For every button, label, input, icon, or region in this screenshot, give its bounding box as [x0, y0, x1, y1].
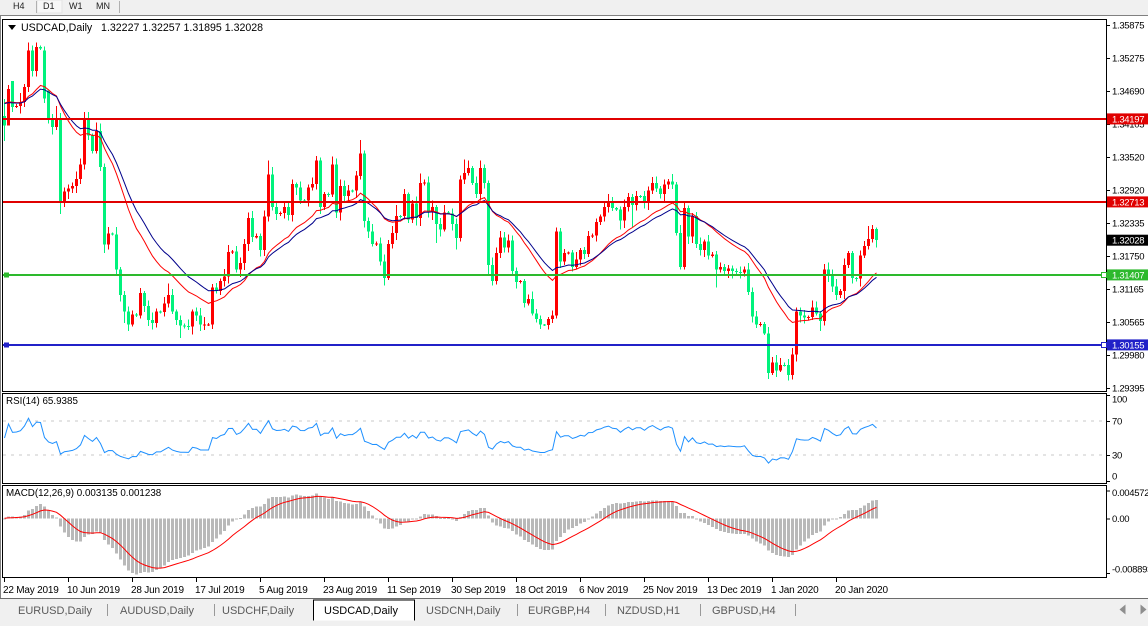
svg-text:MN: MN [96, 1, 110, 11]
svg-text:100: 100 [1112, 395, 1127, 406]
svg-text:W1: W1 [69, 1, 83, 11]
svg-text:28 Jun 2019: 28 Jun 2019 [131, 585, 184, 596]
svg-text:20 Jan 2020: 20 Jan 2020 [835, 585, 888, 596]
svg-text:1.29980: 1.29980 [1112, 351, 1144, 362]
svg-text:23 Aug 2019: 23 Aug 2019 [323, 585, 378, 596]
svg-text:EURGBP,H4: EURGBP,H4 [528, 605, 590, 617]
svg-text:30: 30 [1112, 451, 1122, 462]
svg-text:1.30565: 1.30565 [1112, 318, 1144, 329]
svg-text:17 Jul 2019: 17 Jul 2019 [195, 585, 245, 596]
svg-text:USDCNH,Daily: USDCNH,Daily [426, 605, 501, 617]
svg-text:1.32335: 1.32335 [1112, 219, 1144, 230]
svg-text:1.33520: 1.33520 [1112, 153, 1144, 164]
svg-text:1.35875: 1.35875 [1112, 21, 1144, 32]
svg-text:1.32713: 1.32713 [1112, 197, 1144, 208]
svg-text:GBPUSD,H4: GBPUSD,H4 [712, 605, 776, 617]
svg-text:1.34105: 1.34105 [1112, 120, 1144, 131]
svg-text:0: 0 [1112, 472, 1117, 483]
svg-text:1.32920: 1.32920 [1112, 186, 1144, 197]
svg-text:1.34690: 1.34690 [1112, 87, 1144, 98]
svg-text:22 May 2019: 22 May 2019 [3, 585, 59, 596]
svg-text:AUDUSD,Daily: AUDUSD,Daily [120, 605, 194, 617]
svg-text:0.00: 0.00 [1112, 514, 1129, 525]
svg-text:NZDUSD,H1: NZDUSD,H1 [617, 605, 680, 617]
svg-text:30 Sep 2019: 30 Sep 2019 [451, 585, 506, 596]
svg-text:1 Jan 2020: 1 Jan 2020 [771, 585, 819, 596]
svg-text:1.35275: 1.35275 [1112, 54, 1144, 65]
svg-text:USDCAD,Daily: USDCAD,Daily [324, 605, 398, 617]
svg-text:25 Nov 2019: 25 Nov 2019 [643, 585, 698, 596]
svg-text:-0.008893: -0.008893 [1112, 564, 1148, 575]
svg-text:10 Jun 2019: 10 Jun 2019 [67, 585, 120, 596]
svg-text:70: 70 [1112, 416, 1122, 427]
svg-text:1.34197: 1.34197 [1112, 114, 1144, 125]
svg-text:1.30155: 1.30155 [1112, 340, 1144, 351]
svg-text:13 Dec 2019: 13 Dec 2019 [707, 585, 762, 596]
svg-text:5 Aug 2019: 5 Aug 2019 [259, 585, 308, 596]
svg-text:USDCAD,Daily 1.32227 1.32257: USDCAD,Daily 1.32227 1.32257 1.31895 1.3… [21, 22, 263, 34]
svg-text:EURUSD,Daily: EURUSD,Daily [18, 605, 92, 617]
svg-text:1.31407: 1.31407 [1112, 270, 1144, 281]
svg-text:MACD(12,26,9) 0.003135 0.00123: MACD(12,26,9) 0.003135 0.001238 [6, 488, 162, 499]
svg-text:RSI(14) 65.9385: RSI(14) 65.9385 [6, 396, 78, 407]
svg-text:18 Oct 2019: 18 Oct 2019 [515, 585, 568, 596]
svg-text:1.32028: 1.32028 [1112, 236, 1144, 247]
svg-text:USDCHF,Daily: USDCHF,Daily [222, 605, 295, 617]
svg-text:0.004572: 0.004572 [1112, 488, 1148, 499]
svg-text:1.29395: 1.29395 [1112, 384, 1144, 395]
svg-text:1.31165: 1.31165 [1112, 285, 1144, 296]
svg-text:D1: D1 [43, 1, 55, 11]
svg-text:H4: H4 [13, 1, 25, 11]
svg-text:11 Sep 2019: 11 Sep 2019 [387, 585, 441, 596]
svg-text:1.31750: 1.31750 [1112, 252, 1144, 263]
svg-text:6 Nov 2019: 6 Nov 2019 [579, 585, 629, 596]
